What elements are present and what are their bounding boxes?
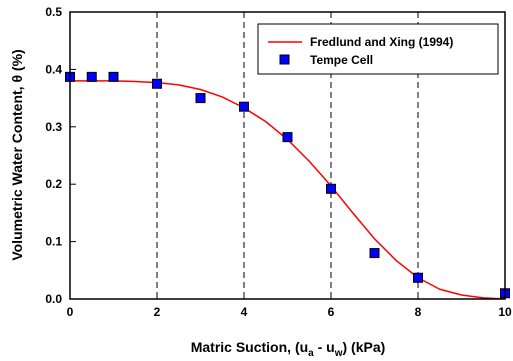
data-point-tempe-7 xyxy=(326,183,336,194)
x-tick-label-5: 10 xyxy=(498,305,512,319)
x-tick-label-3: 6 xyxy=(328,305,335,319)
y-tick-label-3: 0.3 xyxy=(45,120,62,134)
y-tick-label-2: 0.2 xyxy=(45,177,62,191)
x-tick-label-1: 2 xyxy=(154,305,161,319)
plot-frame xyxy=(69,11,506,300)
legend-marker-swatch xyxy=(279,54,290,65)
data-point-tempe-6 xyxy=(282,132,293,143)
data-point-tempe-9 xyxy=(413,272,423,283)
data-markers xyxy=(65,71,510,299)
data-point-tempe-3 xyxy=(152,78,162,89)
x-axis-title: Matric Suction, (ua - uw) (kPa) xyxy=(191,339,386,359)
legend-box xyxy=(257,23,499,75)
data-point-tempe-5 xyxy=(239,101,249,112)
y-axis-title: Volumetric Water Content, θ (%) xyxy=(9,49,25,260)
data-point-tempe-4 xyxy=(195,93,206,104)
x-tick-label-2: 4 xyxy=(241,305,248,319)
y-tick-label-5: 0.5 xyxy=(45,5,62,19)
x-tick-label-0: 0 xyxy=(67,305,74,319)
x-tick-label-4: 8 xyxy=(415,305,422,319)
data-point-tempe-2 xyxy=(108,71,119,82)
legend-label-tempe: Tempe Cell xyxy=(310,53,373,67)
y-tick-label-4: 0.4 xyxy=(45,62,62,76)
data-point-tempe-8 xyxy=(369,248,380,259)
series-line-fredlund-xing xyxy=(70,80,506,300)
y-tick-label-0: 0.0 xyxy=(45,292,62,306)
y-tick-label-1: 0.1 xyxy=(45,235,62,249)
data-point-tempe-1 xyxy=(86,71,97,82)
legend-label-fredlund: Fredlund and Xing (1994) xyxy=(310,35,453,49)
legend: Fredlund and Xing (1994) Tempe Cell xyxy=(257,23,499,75)
grid-lines xyxy=(156,12,419,299)
axis-ticks: 0 2 4 6 8 10 0.0 0.1 0.2 0.3 0.4 0.5 xyxy=(45,5,512,319)
fitted-curve xyxy=(70,80,506,300)
